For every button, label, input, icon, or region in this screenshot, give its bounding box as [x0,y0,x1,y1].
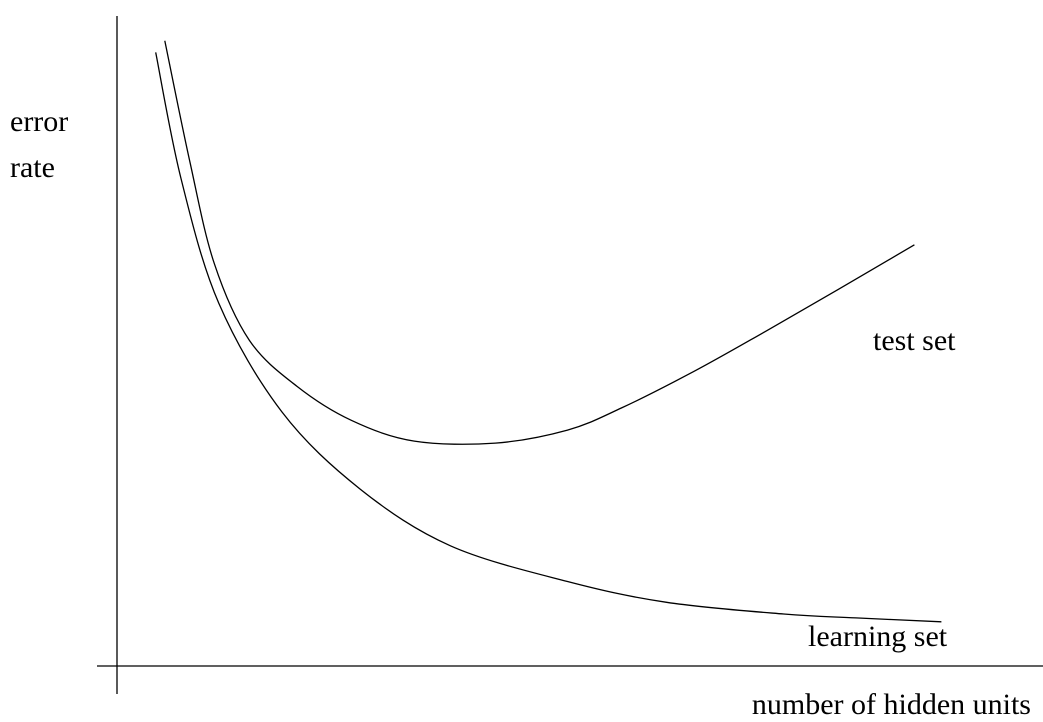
learning-set-series-label: learning set [808,620,948,653]
learning-set-curve [155,52,942,623]
series-layer [155,40,942,623]
test-set-curve [164,40,915,445]
x-axis-label: number of hidden units [752,688,1031,717]
y-axis-label-line-1: error [10,105,68,138]
test-set-series-label: test set [873,324,956,357]
y-axis-label-line-2: rate [10,151,55,184]
